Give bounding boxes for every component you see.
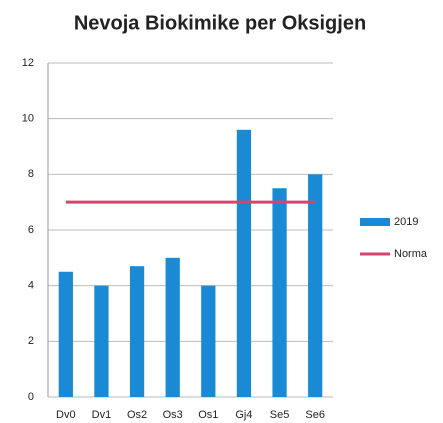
x-tick-label: Os3 (163, 409, 183, 421)
bar (58, 271, 73, 397)
x-tick-label: Se6 (305, 409, 325, 421)
x-tick-label: Os2 (127, 409, 147, 421)
x-tick-label: Os1 (198, 409, 218, 421)
chart-title: Nevoja Biokimike per Oksigjen (74, 12, 366, 34)
bar (272, 188, 287, 397)
y-tick-label: 4 (28, 280, 34, 292)
x-tick-label: Dv1 (92, 409, 112, 421)
legend-label: 2019 (394, 216, 418, 228)
y-tick-label: 2 (28, 335, 34, 347)
bar (165, 257, 180, 397)
y-tick-label: 10 (22, 113, 34, 125)
legend-swatch (360, 218, 390, 226)
legend-label: Norma (394, 248, 428, 260)
y-tick-label: 6 (28, 224, 34, 236)
y-tick-label: 0 (28, 391, 34, 403)
bar (308, 174, 323, 397)
bar (201, 285, 216, 397)
bar (236, 129, 252, 398)
bar (94, 285, 109, 397)
y-tick-label: 8 (28, 168, 34, 180)
x-tick-label: Gj4 (235, 409, 252, 421)
x-tick-label: Se5 (270, 409, 290, 421)
x-tick-label: Dv0 (56, 409, 76, 421)
bar (129, 266, 145, 397)
y-tick-label: 12 (22, 57, 34, 69)
